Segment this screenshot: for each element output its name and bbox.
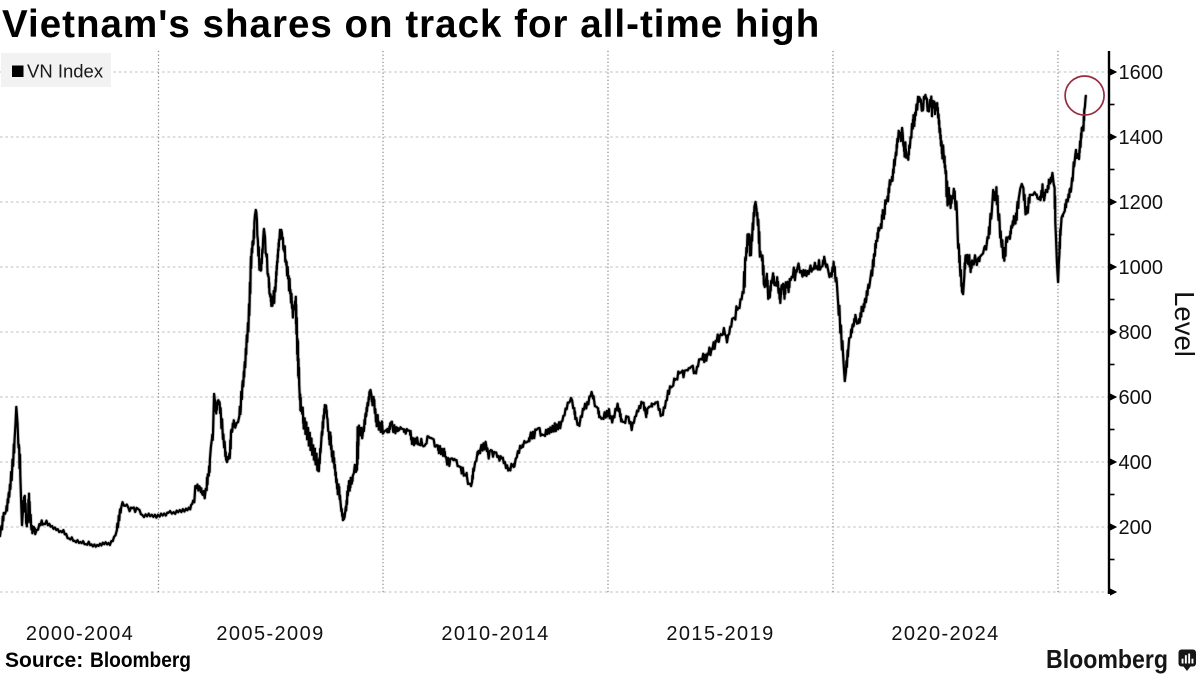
svg-text:600: 600 (1119, 387, 1152, 409)
svg-text:Source:: Source: (5, 649, 83, 672)
svg-text:1600: 1600 (1119, 62, 1164, 84)
svg-text:200: 200 (1119, 517, 1152, 539)
svg-text:800: 800 (1119, 322, 1152, 344)
svg-text:2000-2004: 2000-2004 (26, 623, 134, 645)
svg-text:2005-2009: 2005-2009 (216, 623, 324, 645)
svg-text:1400: 1400 (1119, 127, 1164, 149)
svg-text:2015-2019: 2015-2019 (666, 623, 774, 645)
svg-text:1000: 1000 (1119, 257, 1164, 279)
svg-text:Bloomberg: Bloomberg (1046, 644, 1168, 674)
svg-text:VN Index: VN Index (27, 61, 104, 82)
svg-text:Bloomberg: Bloomberg (90, 649, 191, 672)
svg-text:2010-2014: 2010-2014 (441, 623, 549, 645)
svg-text:2020-2024: 2020-2024 (891, 623, 999, 645)
svg-text:400: 400 (1119, 452, 1152, 474)
svg-text:1200: 1200 (1119, 192, 1164, 214)
svg-text:Level: Level (1169, 291, 1200, 357)
